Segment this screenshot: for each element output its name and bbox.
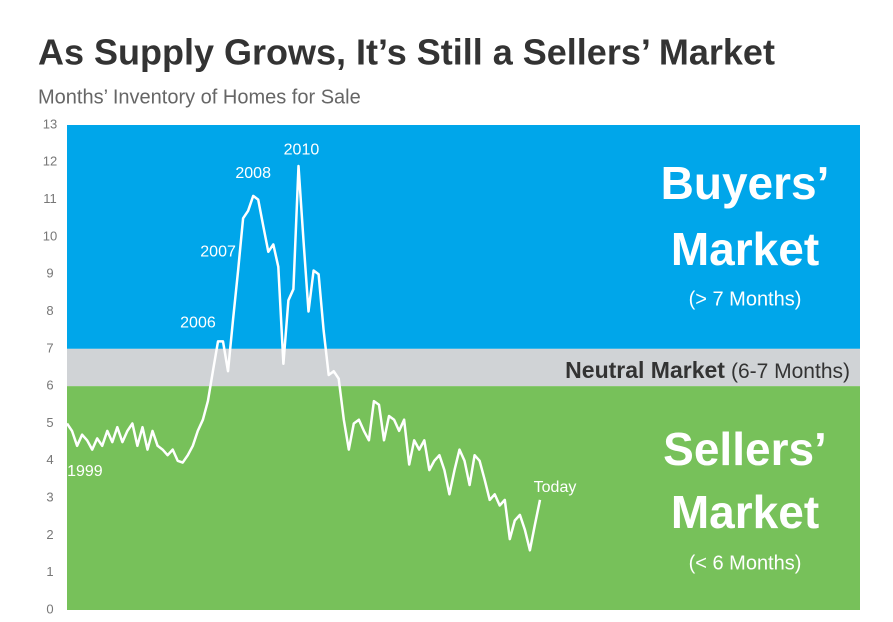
y-tick-label: 11 — [43, 191, 57, 206]
band-label: Sellers’ — [663, 423, 827, 475]
band — [67, 348, 860, 387]
chart-subtitle: Months’ Inventory of Homes for Sale — [38, 86, 361, 108]
band-label: Neutral Market (6-7 Months) — [565, 357, 850, 383]
band-label-main: Neutral Market — [565, 357, 725, 383]
y-tick-label: 2 — [46, 527, 53, 542]
chart-title: As Supply Grows, It’s Still a Sellers’ M… — [38, 32, 775, 73]
data-line — [65, 164, 542, 552]
y-tick-label: 4 — [46, 452, 53, 467]
band — [67, 125, 860, 349]
point-label: 2006 — [180, 315, 216, 332]
line-layer: 1999 2006 2007 2008 2010 Today — [65, 141, 577, 552]
point-label: 2010 — [284, 141, 320, 158]
y-tick-label: 10 — [43, 228, 57, 243]
y-tick-label: 9 — [46, 266, 53, 281]
y-tick-label: 12 — [43, 154, 57, 169]
band-label: Market — [671, 223, 819, 275]
band-label: Market — [671, 486, 819, 538]
band-note: (< 6 Months) — [689, 552, 802, 574]
y-tick-label: 5 — [46, 415, 53, 430]
y-tick-label: 3 — [46, 490, 53, 505]
band — [67, 386, 860, 610]
y-tick-label: 8 — [46, 303, 53, 318]
point-label: 1999 — [67, 463, 103, 480]
y-tick-label: 13 — [43, 116, 57, 131]
point-label: Today — [534, 479, 577, 496]
point-label: 2007 — [200, 244, 236, 261]
y-tick-label: 7 — [46, 340, 53, 355]
y-tick-label: 1 — [46, 564, 53, 579]
point-label: 2008 — [235, 165, 271, 182]
band-note: (> 7 Months) — [689, 288, 802, 310]
y-tick-label: 6 — [46, 378, 53, 393]
band-label: Buyers’ — [661, 157, 830, 209]
band-note: (6-7 Months) — [731, 360, 850, 383]
bands — [67, 125, 860, 610]
y-tick-label: 0 — [46, 601, 53, 616]
